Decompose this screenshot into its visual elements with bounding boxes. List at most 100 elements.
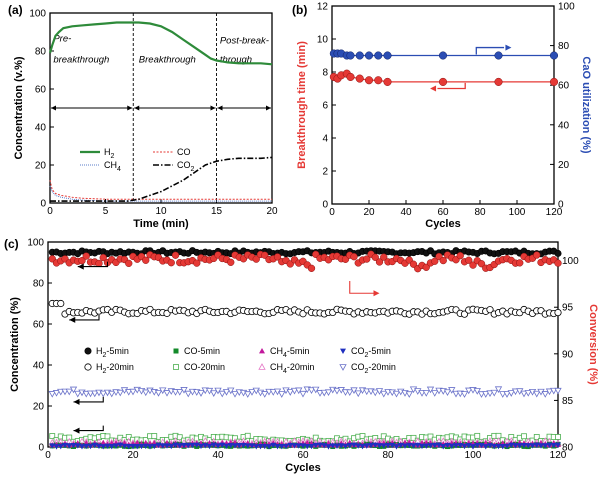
point-co2-20min [363,388,371,396]
legend-label: CH4 [104,160,121,173]
region-label: breakthrough [53,54,109,65]
point-co2-5min [533,442,540,449]
point-co2-5min [164,443,170,449]
cao-point [494,51,503,60]
legend-label: CO-5min [184,346,220,356]
x-tick-label: 5 [103,206,109,217]
point-co2-20min [52,390,61,397]
point-co2-5min [185,443,192,449]
y2-axis-title: CaO utilization (%) [580,56,592,154]
legend-label: CO-20min [184,362,225,372]
y2-tick-label: 60 [558,81,570,92]
point-co2-5min [142,443,149,450]
point-co2-5min [168,443,175,450]
point-co2-5min [346,443,353,449]
point-co2-20min [82,390,90,398]
point-co2-5min [266,444,272,450]
legend-label: H2-5min [96,346,129,359]
point-co-20min [104,433,111,440]
point-co2-20min [244,391,252,398]
point-co2-5min [202,443,209,449]
point-co-20min [359,433,366,439]
y-tick-label: 8 [322,68,328,79]
x-tick-label: 120 [546,207,563,218]
cao-point [364,51,374,60]
bt-point [494,77,503,86]
point-conversion [516,259,524,267]
point-co2-5min [176,443,183,449]
cao-point [346,51,355,60]
y-tick-label: 0 [322,200,328,211]
point-conversion [307,264,316,272]
y-tick-label: 2 [322,167,328,178]
point-co2-5min [397,442,404,449]
point-co2-20min [65,388,73,396]
point-co2-20min [320,389,328,397]
point-co2-5min [368,442,374,449]
point-conversion [371,253,379,261]
point-co2-5min [385,443,391,449]
point-co2-5min [287,442,294,449]
y-tick-label: 0 [38,443,44,454]
point-co2-20min [426,386,435,394]
y2-tick-label: 80 [562,443,574,454]
point-co2-5min [448,443,455,450]
point-co2-20min [278,391,286,398]
point-co2-5min [402,443,408,449]
point-co2-5min [147,444,153,450]
point-co2-20min [477,391,486,398]
point-ch4-5min [134,439,141,446]
y-axis-title: Concentration (%) [9,297,21,392]
legend-label: CO [177,147,191,157]
point-co2-5min [70,443,77,449]
arrow-head [505,44,512,51]
point-co-20min [555,434,561,440]
point-co2-5min [274,443,281,450]
point-conversion [409,260,418,268]
plot-frame [331,5,555,205]
point-co2-20min [545,388,554,396]
co2-axis-arrow [73,396,104,403]
y-tick-label: 40 [35,123,47,134]
point-co2-5min [159,443,166,449]
region-label: Post-break- [220,35,269,46]
point-co2-5min [49,443,56,449]
point-conversion [554,259,562,267]
y-tick-label: 12 [317,2,329,13]
point-co2-20min [550,387,558,395]
point-co2-5min [351,442,357,449]
point-co2-5min [278,444,285,450]
point-h2-20min [554,308,562,317]
x-tick-label: 100 [465,450,482,461]
point-co2-20min [460,391,469,398]
point-co2-5min [300,443,306,449]
region-label: Breakthrough [139,54,196,65]
x-tick-label: 60 [297,450,309,461]
y-tick-label: 20 [33,402,45,413]
legend-marker [173,364,179,370]
point-co2-5min [83,443,90,450]
point-co2-20min [554,387,562,395]
point-co-20min [49,433,56,439]
point-co2-5min [223,443,230,450]
point-co2-5min [380,443,387,449]
point-co2-5min [359,444,366,450]
point-co2-20min [486,390,494,398]
point-co2-20min [324,389,333,397]
point-conversion [533,251,541,259]
point-co2-5min [491,444,498,450]
point-co2-5min [444,442,451,449]
point-co2-20min [465,387,473,395]
point-co2-5min [542,443,549,449]
region-label: through [220,54,252,65]
point-co2-5min [134,443,141,450]
point-co2-20min [295,387,303,395]
point-co2-5min [206,443,213,450]
bt-point [364,76,374,85]
point-co2-20min [494,386,503,394]
point-co2-20min [248,389,256,396]
point-co2-5min [440,444,447,450]
point-conversion [465,256,473,264]
point-co2-20min [197,390,205,397]
y-tick-label: 0 [40,199,46,210]
